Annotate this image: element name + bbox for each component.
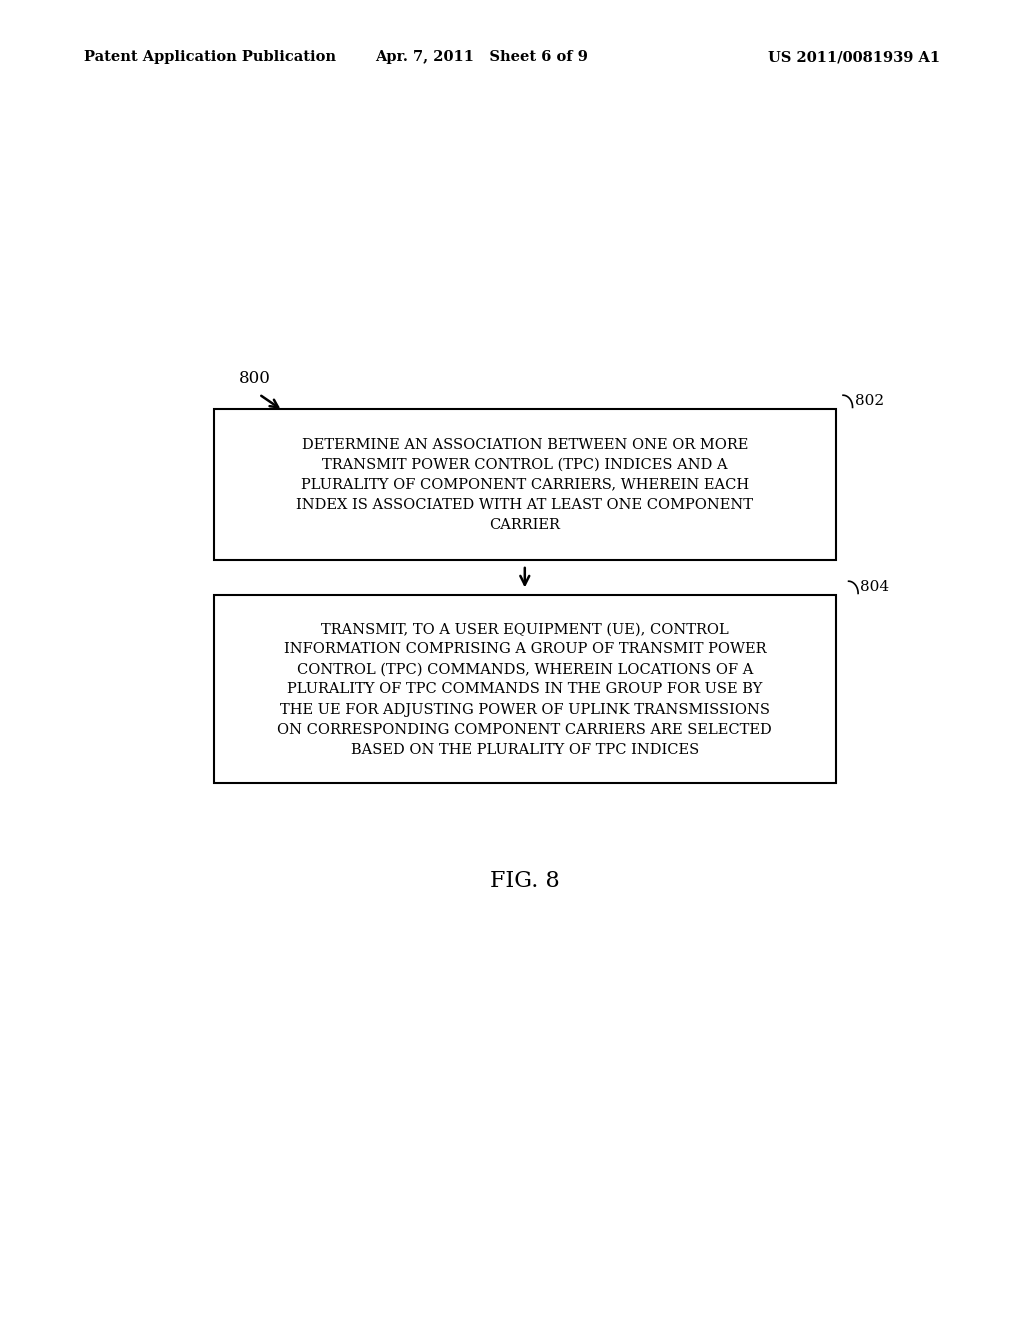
Text: Patent Application Publication: Patent Application Publication [84, 50, 336, 65]
Text: Apr. 7, 2011   Sheet 6 of 9: Apr. 7, 2011 Sheet 6 of 9 [375, 50, 588, 65]
Text: US 2011/0081939 A1: US 2011/0081939 A1 [768, 50, 940, 65]
Text: 800: 800 [240, 370, 271, 387]
Text: DETERMINE AN ASSOCIATION BETWEEN ONE OR MORE
TRANSMIT POWER CONTROL (TPC) INDICE: DETERMINE AN ASSOCIATION BETWEEN ONE OR … [296, 437, 754, 532]
Text: TRANSMIT, TO A USER EQUIPMENT (UE), CONTROL
INFORMATION COMPRISING A GROUP OF TR: TRANSMIT, TO A USER EQUIPMENT (UE), CONT… [278, 622, 772, 756]
Text: 804: 804 [860, 581, 890, 594]
Text: FIG. 8: FIG. 8 [489, 870, 560, 892]
Bar [214, 409, 836, 560]
Text: 802: 802 [855, 395, 884, 408]
Bar [214, 595, 836, 784]
